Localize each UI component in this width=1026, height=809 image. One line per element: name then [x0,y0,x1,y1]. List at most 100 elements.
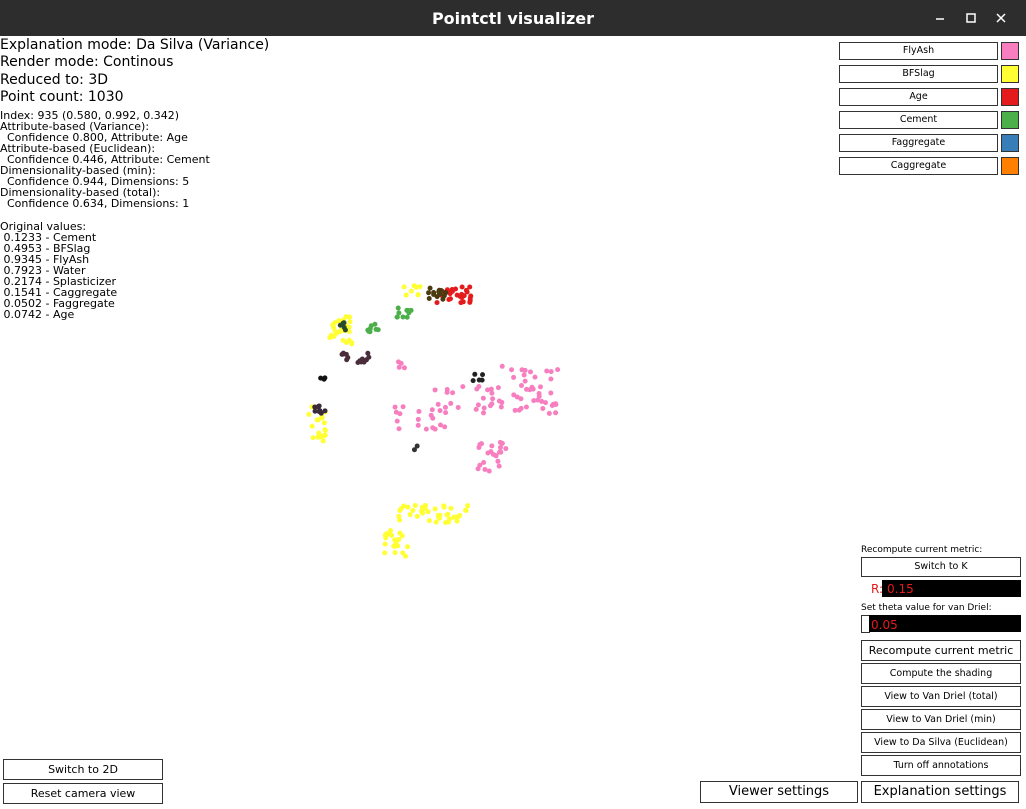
point [408,307,414,313]
legend-label[interactable]: Faggregate [839,134,998,152]
point [454,292,460,298]
point [546,410,552,416]
legend-label[interactable]: FlyAsh [839,42,998,60]
control-button[interactable]: Turn off annotations [861,755,1021,776]
point [396,513,402,519]
legend-swatch[interactable] [1001,157,1019,175]
point [332,320,338,326]
point [444,387,450,393]
point [427,285,433,291]
point [485,387,491,393]
point [493,453,499,459]
point [529,384,535,390]
point [428,412,434,418]
point [460,384,466,390]
point [519,367,525,373]
maximize[interactable] [966,13,976,23]
theta-input[interactable]: 0.05 [869,615,1021,632]
point [496,398,502,404]
switch-k-button[interactable]: Switch to K [861,557,1021,577]
status-line: Point count: 1030 [0,88,124,105]
control-button[interactable]: View to Da Silva (Euclidean) [861,732,1021,753]
point [395,305,401,311]
original-value: 0.0502 - Faggregate [0,297,115,310]
status-line: Reduced to: 3D [0,71,109,88]
point [399,533,405,539]
point [392,404,398,410]
point [342,327,348,333]
detail-line: Confidence 0.800, Attribute: Age [0,131,188,144]
settings-tab[interactable]: Viewer settings [700,781,858,803]
legend-swatch[interactable] [1001,65,1019,83]
point [453,286,459,292]
point [543,400,549,406]
point [448,505,454,511]
point [527,369,533,375]
point [537,384,543,390]
point [403,553,409,559]
legend-swatch[interactable] [1001,134,1019,152]
point [447,291,453,297]
point [405,544,411,550]
legend-label[interactable]: Cement [839,111,998,129]
point [306,411,312,417]
point [450,390,456,396]
point [397,411,403,417]
point [316,430,322,436]
point [327,335,333,341]
legend-label[interactable]: BFSlag [839,65,998,83]
point [321,420,327,426]
legend-label[interactable]: Age [839,88,998,106]
point [459,284,465,290]
control-button[interactable]: View to Van Driel (total) [861,686,1021,707]
control-button[interactable]: View to Van Driel (min) [861,709,1021,730]
point [455,514,461,520]
camera-button[interactable]: Switch to 2D [3,759,163,780]
original-value: 0.0742 - Age [0,308,75,321]
point [475,466,481,472]
point [403,292,409,298]
original-value: 0.9345 - FlyAsh [0,253,90,266]
point [481,405,487,411]
point [413,284,419,290]
point [443,290,449,296]
control-button[interactable]: Compute the shading [861,663,1021,684]
point [401,284,407,290]
window-controls [936,13,1006,23]
r-input[interactable]: 0.15 [882,580,1021,597]
point [434,300,440,306]
original-value: 0.1541 - Caggregate [0,286,118,299]
original-value: 0.4953 - BFSlag [0,242,91,255]
point [435,401,441,407]
settings-tab[interactable]: Explanation settings [861,781,1019,803]
detail-line: Dimensionality-based (min): [0,164,156,177]
close[interactable] [996,13,1006,23]
point [316,409,322,415]
point [445,511,451,517]
legend-label[interactable]: Caggregate [839,157,998,175]
point [405,504,411,510]
point [432,387,438,393]
camera-button[interactable]: Reset camera view [3,783,163,804]
point [397,517,403,523]
point [475,402,481,408]
point [440,296,446,302]
point [448,400,454,406]
point [408,288,414,294]
point [347,319,353,325]
point [433,519,439,525]
point [454,518,460,524]
point [488,386,494,392]
point [431,289,437,295]
point [549,402,555,408]
point [312,408,318,414]
point [397,508,403,514]
theta-label: Set theta value for van Driel: [861,603,992,613]
point [499,363,505,369]
legend-swatch[interactable] [1001,42,1019,60]
point [414,513,420,519]
control-button[interactable]: Recompute current metric [861,640,1021,661]
legend-swatch[interactable] [1001,88,1019,106]
legend-swatch[interactable] [1001,111,1019,129]
